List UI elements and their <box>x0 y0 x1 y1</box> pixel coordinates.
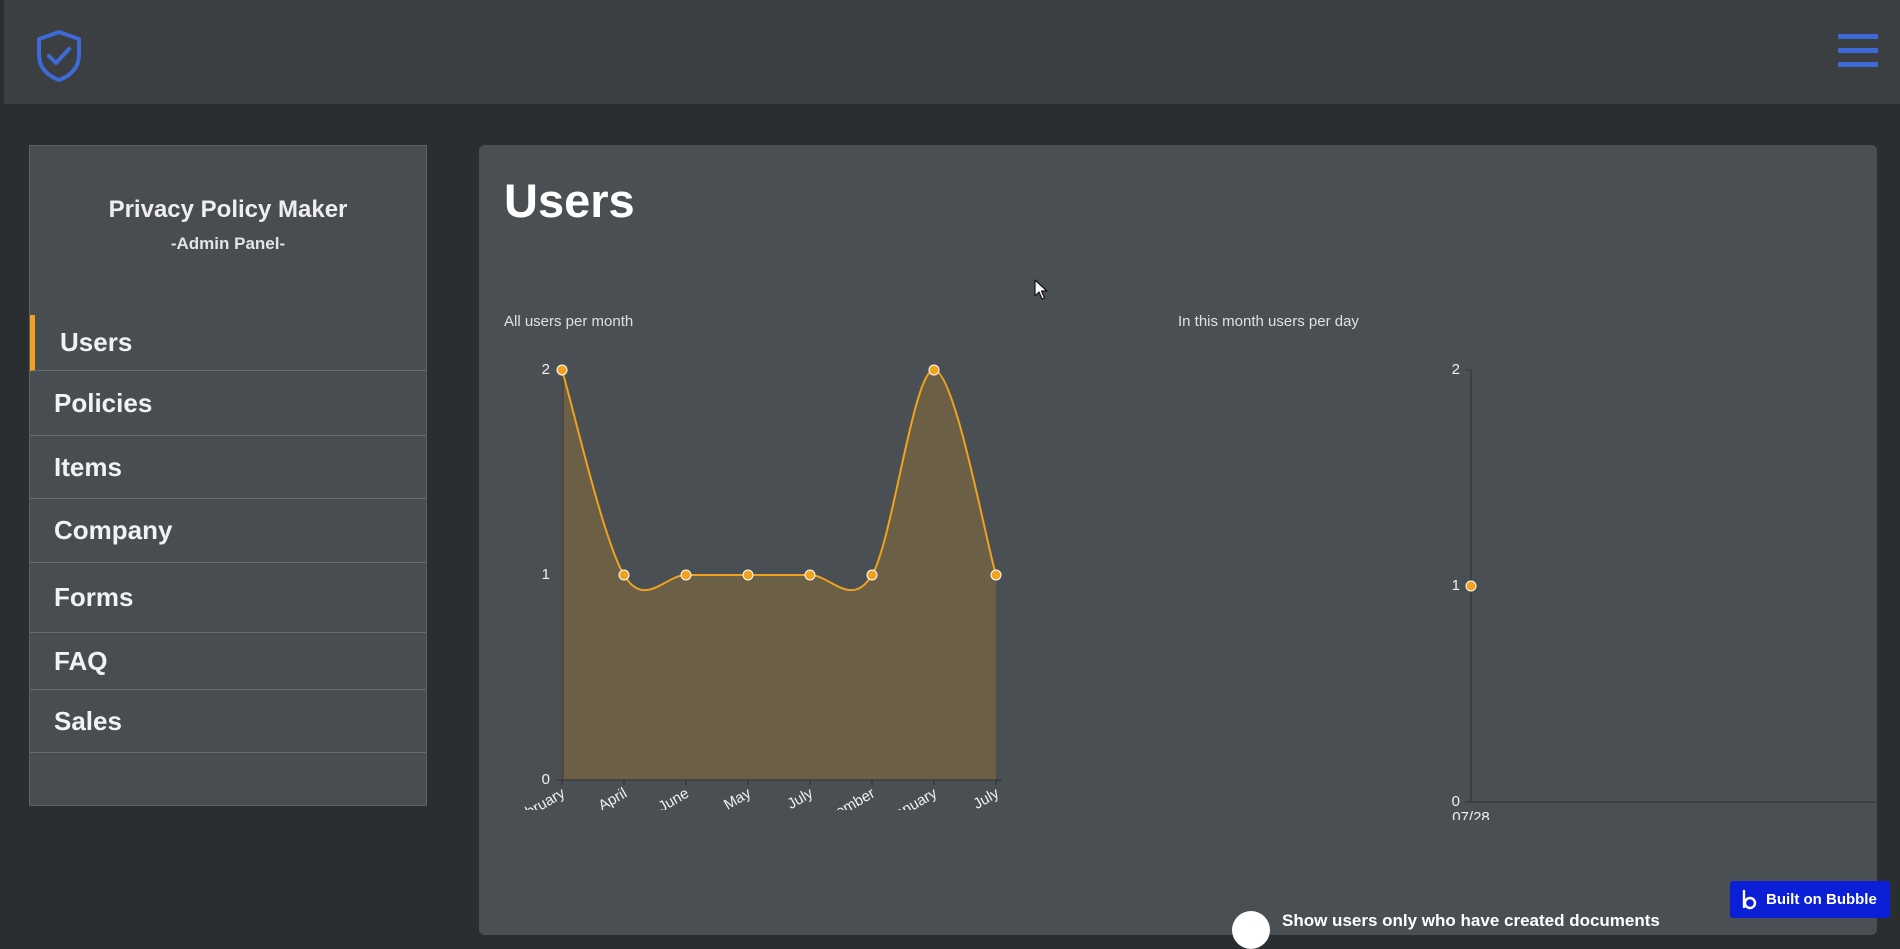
app-subtitle: -Admin Panel- <box>170 234 286 253</box>
top-bar <box>4 0 1900 104</box>
sidebar-item-label: Users <box>60 327 133 357</box>
chart1-title: All users per month <box>504 313 634 330</box>
sidebar-item-label: Forms <box>54 582 134 612</box>
toggle-knob[interactable] <box>1232 911 1270 949</box>
mouse-cursor-icon <box>1034 279 1048 300</box>
y-tick-label: 1 <box>542 566 550 583</box>
data-point <box>680 569 692 581</box>
y-tick-label: 2 <box>1452 361 1460 378</box>
x-tick-label: January <box>885 784 940 810</box>
bubble-badge-label: Built on Bubble <box>1766 891 1877 908</box>
x-tick-label: April <box>596 785 630 810</box>
y-tick-label: 0 <box>542 771 550 788</box>
sidebar-item-label: FAQ <box>54 645 108 676</box>
sidebar-item-forms[interactable]: Forms <box>30 563 426 633</box>
data-point <box>742 569 754 581</box>
x-tick-label: December <box>810 785 878 810</box>
data-point <box>866 569 878 581</box>
sidebar-brand: Privacy Policy Maker -Admin Panel- <box>30 196 426 254</box>
shield-check-icon[interactable] <box>33 28 85 84</box>
toggle-label: Show users only who have created documen… <box>1282 911 1660 930</box>
sidebar-item-label: Sales <box>54 705 122 736</box>
sidebar-item-label: Company <box>54 515 173 545</box>
data-point <box>804 569 816 581</box>
x-tick-label: July <box>970 784 1002 810</box>
hamburger-menu-icon[interactable] <box>1838 34 1878 70</box>
sidebar-item-faq[interactable]: FAQ <box>30 633 426 690</box>
sidebar-item-policies[interactable]: Policies <box>30 371 426 436</box>
sidebar-item-label: Items <box>54 451 122 482</box>
data-point <box>556 364 568 376</box>
data-point <box>990 569 1002 581</box>
bubble-logo-icon <box>1742 889 1757 909</box>
built-on-bubble-badge[interactable]: Built on Bubble <box>1730 881 1890 918</box>
y-tick-label: 2 <box>542 361 550 378</box>
sidebar-nav: Users Policies Items Company Forms FAQ S… <box>30 315 426 753</box>
sidebar-item-sales[interactable]: Sales <box>30 690 426 753</box>
x-tick-label: May <box>721 784 754 810</box>
sidebar-item-users[interactable]: Users <box>30 315 426 371</box>
page-title: Users <box>504 174 635 227</box>
users-per-day-chart: 0 1 2 07/28 <box>1452 361 1879 820</box>
y-tick-label: 0 <box>1452 793 1460 810</box>
x-tick-label: February <box>508 784 569 810</box>
main-panel: Users All users per month In this month … <box>479 145 1879 949</box>
x-tick-label: June <box>655 785 692 810</box>
data-point <box>928 364 940 376</box>
sidebar-item-label: Policies <box>54 387 153 418</box>
x-tick-label: July <box>784 784 816 810</box>
sidebar-item-company[interactable]: Company <box>30 499 426 563</box>
sidebar-item-items[interactable]: Items <box>30 436 426 499</box>
chart2-title: In this month users per day <box>1178 313 1359 330</box>
y-tick-label: 1 <box>1452 577 1460 594</box>
sidebar: Privacy Policy Maker -Admin Panel- Users… <box>29 145 427 806</box>
app-name: Privacy Policy Maker <box>108 196 348 223</box>
x-tick-label: 07/28 <box>1452 809 1490 820</box>
data-point <box>618 569 630 581</box>
data-point <box>1465 580 1477 592</box>
